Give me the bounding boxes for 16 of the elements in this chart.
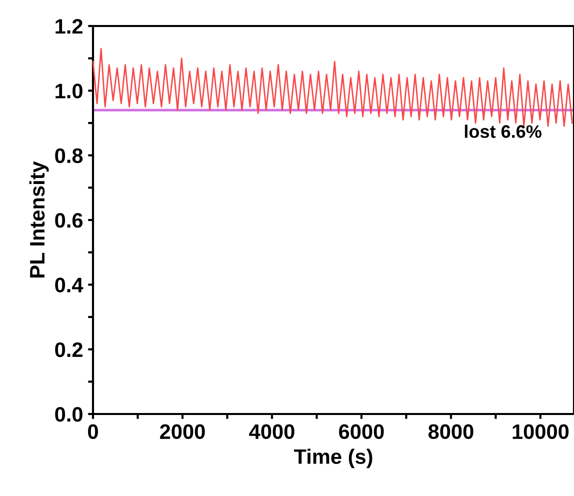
y-tick-label: 1.0 [56, 84, 82, 98]
x-tick-label: 0 [88, 424, 98, 440]
x-axis-title: Time (s) [294, 448, 372, 468]
x-tick-label: 8000 [428, 424, 474, 440]
y-tick-label: 0.4 [55, 278, 84, 292]
x-tick-label: 4000 [249, 424, 294, 440]
y-tick-label: 0.8 [55, 148, 83, 164]
x-tick-label: 6000 [339, 424, 384, 440]
x-tick-label: 2000 [160, 424, 205, 440]
y-axis-title: PL Intensity [29, 161, 49, 278]
y-tick-label: 1.2 [56, 19, 82, 34]
annotation: lost 6.6% [464, 124, 542, 138]
y-tick-label: 0.6 [55, 213, 83, 228]
y-tick-label: 0.0 [55, 407, 82, 422]
x-tick-label: 10000 [512, 424, 569, 440]
y-tick-label: 0.2 [55, 342, 82, 358]
